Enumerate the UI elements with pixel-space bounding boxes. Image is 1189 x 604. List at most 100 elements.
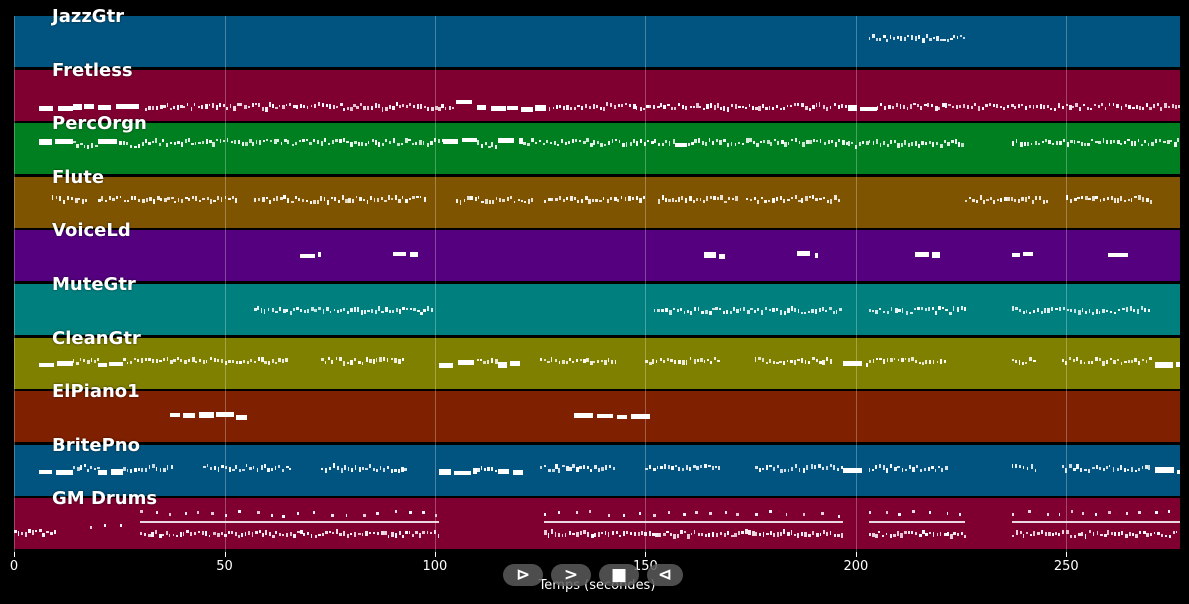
track-row xyxy=(14,444,1180,496)
note xyxy=(93,360,96,364)
note xyxy=(1014,464,1017,469)
note xyxy=(240,103,243,107)
note xyxy=(1051,532,1055,536)
note xyxy=(590,468,593,472)
forward-button[interactable]: > xyxy=(551,564,591,586)
note xyxy=(206,196,209,200)
note xyxy=(119,524,122,528)
note xyxy=(748,530,751,536)
note xyxy=(890,140,892,145)
note xyxy=(134,195,136,200)
back-button[interactable]: ⊲ xyxy=(647,564,683,586)
note xyxy=(42,532,45,537)
note xyxy=(281,468,284,472)
note xyxy=(802,142,805,148)
note xyxy=(914,252,929,258)
note xyxy=(941,307,944,310)
note xyxy=(1044,307,1046,313)
note xyxy=(151,140,155,143)
note xyxy=(833,195,837,201)
note xyxy=(1144,307,1146,312)
note xyxy=(579,358,582,361)
note xyxy=(635,196,638,201)
note xyxy=(326,306,329,311)
x-tick-label: 200 xyxy=(843,559,869,574)
note xyxy=(1108,253,1128,258)
note xyxy=(715,307,719,311)
note xyxy=(802,467,805,473)
note xyxy=(886,468,889,474)
note xyxy=(1134,141,1137,147)
note xyxy=(305,199,309,202)
note xyxy=(1135,104,1139,109)
note xyxy=(614,197,618,202)
note xyxy=(531,197,534,202)
note xyxy=(851,141,854,144)
note xyxy=(141,141,144,146)
note xyxy=(271,359,274,364)
note xyxy=(263,309,266,314)
note xyxy=(699,198,702,202)
note xyxy=(259,139,262,145)
stop-button[interactable]: ■ xyxy=(599,564,639,586)
note xyxy=(93,468,96,471)
note xyxy=(359,103,362,107)
note xyxy=(693,358,696,364)
note xyxy=(1127,468,1129,471)
note xyxy=(275,530,278,534)
note xyxy=(779,309,783,315)
note xyxy=(1011,140,1015,146)
note xyxy=(357,306,360,312)
note xyxy=(989,196,993,200)
note xyxy=(1019,531,1022,535)
note xyxy=(925,34,928,39)
note xyxy=(639,138,642,143)
note xyxy=(663,464,666,470)
note xyxy=(1036,307,1040,312)
note xyxy=(353,141,357,145)
note xyxy=(321,467,324,470)
note xyxy=(712,141,714,146)
play-button[interactable]: ⊳ xyxy=(503,564,543,586)
track-label: Fretless xyxy=(52,59,133,81)
note xyxy=(822,104,825,109)
note xyxy=(190,106,193,111)
note xyxy=(95,145,98,148)
note xyxy=(393,138,395,144)
note xyxy=(662,532,666,536)
note xyxy=(835,310,838,315)
note xyxy=(415,531,418,535)
note xyxy=(752,141,756,145)
note xyxy=(76,143,80,148)
note xyxy=(677,359,681,364)
note xyxy=(365,356,368,362)
note xyxy=(437,534,440,539)
note xyxy=(201,104,203,109)
note xyxy=(1171,103,1174,108)
note xyxy=(248,138,252,143)
note xyxy=(76,361,79,365)
note xyxy=(1025,106,1028,111)
note xyxy=(156,196,160,201)
note xyxy=(769,359,772,364)
note xyxy=(148,465,151,470)
note xyxy=(231,469,235,472)
note xyxy=(66,196,70,201)
note xyxy=(883,141,886,146)
note xyxy=(456,198,458,203)
note xyxy=(354,357,357,361)
note xyxy=(1024,197,1027,203)
note xyxy=(944,532,947,536)
note xyxy=(963,37,966,40)
note xyxy=(621,104,624,108)
note xyxy=(325,468,327,474)
note xyxy=(1101,102,1104,106)
note xyxy=(1017,199,1020,204)
note xyxy=(1029,357,1032,362)
note xyxy=(272,198,275,202)
note xyxy=(1096,531,1099,536)
note xyxy=(586,532,590,538)
note xyxy=(544,464,546,467)
note xyxy=(660,465,663,469)
note xyxy=(625,142,628,148)
